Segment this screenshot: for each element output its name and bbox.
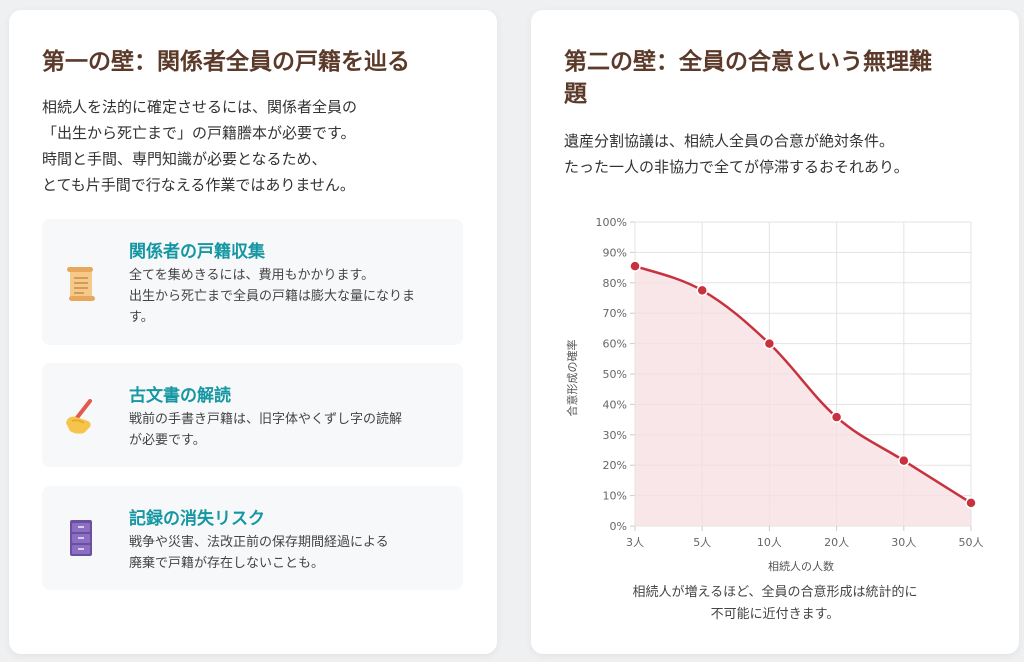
writing-hand-icon xyxy=(62,397,98,437)
feature-body-line: 全てを集めきるには、費用もかかります。 xyxy=(129,268,375,283)
feature-title: 古文書の解読 xyxy=(129,386,231,406)
y-axis-label: 合意形成の確率 xyxy=(565,340,579,417)
y-tick-label: 0% xyxy=(610,520,627,533)
chart-caption: 相続人が増えるほど、全員の合意形成は統計的に 不可能に近付きます。 xyxy=(531,582,1019,626)
feature-title: 記録の消失リスク xyxy=(129,509,265,529)
right-card: 第二の壁：全員の合意という無理難 題 遺産分割協議は、相続人全員の合意が絶対条件… xyxy=(531,10,1019,654)
data-point[interactable] xyxy=(965,497,977,509)
x-tick-label: 10人 xyxy=(757,536,782,549)
y-tick-label: 20% xyxy=(603,459,627,472)
x-tick-label: 20人 xyxy=(824,536,849,549)
scroll-icon xyxy=(62,265,98,305)
left-card-description-line: 「出生から死亡まで」の戸籍謄本が必要です。 xyxy=(42,124,356,142)
data-point[interactable] xyxy=(830,411,843,423)
feature-body-line: 出生から死亡まで全員の戸籍は膨大な量になりま xyxy=(129,289,416,304)
chart-area-layer xyxy=(635,266,971,526)
y-tick-label: 30% xyxy=(603,429,627,442)
chart-points xyxy=(629,260,977,509)
agreement-probability-chart: 0% 10% 20% 30% 40% 50% 60% 70% 80% 90% 100% 3人 5人 10… xyxy=(559,200,999,580)
right-card-title-line: 題 xyxy=(564,81,587,107)
chart-caption-line: 相続人が増えるほど、全員の合意形成は統計的に xyxy=(632,585,918,600)
y-axis-ticks: 0% 10% 20% 30% 40% 50% 60% 70% 80% 90% 100% xyxy=(596,216,627,533)
x-tick-label: 3人 xyxy=(626,536,644,549)
feature-koseki-collection: 関係者の戸籍収集 全てを集めきるには、費用もかかります。 出生から死亡まで全員の… xyxy=(42,219,463,345)
right-card-description-line: 遺産分割協議は、相続人全員の合意が絶対条件。 xyxy=(564,132,895,150)
feature-body-line: 戦前の手書き戸籍は、旧字体やくずし字の読解 xyxy=(129,412,403,427)
right-card-title-line: 第二の壁：全員の合意という無理難 xyxy=(564,49,932,75)
y-tick-label: 90% xyxy=(603,246,627,259)
chart-svg: 0% 10% 20% 30% 40% 50% 60% 70% 80% 90% 100% 3人 5人 10… xyxy=(565,216,984,573)
data-point[interactable] xyxy=(898,454,910,467)
left-card-description-line: 相続人を法的に確定させるには、関係者全員の xyxy=(42,98,358,116)
y-tick-label: 100% xyxy=(596,216,627,229)
feature-body: 戦争や災害、法改正前の保存期間経過による 廃棄で戸籍が存在しないことも。 xyxy=(129,532,449,574)
feature-body-line: す。 xyxy=(129,310,154,325)
left-card-description-line: 時間と手間、専門知識が必要となるため、 xyxy=(42,150,327,168)
feature-title: 関係者の戸籍収集 xyxy=(129,242,265,262)
y-tick-label: 50% xyxy=(603,368,627,381)
feature-body-line: 廃棄で戸籍が存在しないことも。 xyxy=(129,556,325,571)
left-card-description-line: とても片手間で行なえる作業ではありません。 xyxy=(42,176,355,194)
data-point[interactable] xyxy=(763,337,776,350)
feature-body: 戦前の手書き戸籍は、旧字体やくずし字の読解 が必要です。 xyxy=(129,409,449,451)
series-area xyxy=(635,266,971,526)
feature-body: 全てを集めきるには、費用もかかります。 出生から死亡まで全員の戸籍は膨大な量にな… xyxy=(129,265,449,328)
chart-caption-line: 不可能に近付きます。 xyxy=(710,607,840,622)
y-tick-label: 40% xyxy=(603,398,627,411)
left-card: 第一の壁：関係者全員の戸籍を辿る 相続人を法的に確定させるには、関係者全員の 「… xyxy=(9,10,497,654)
y-tick-label: 60% xyxy=(603,338,627,351)
right-card-description-line: たった一人の非協力で全てが停滞するおそれあり。 xyxy=(564,158,909,176)
y-tick-label: 10% xyxy=(603,490,627,503)
feature-body-line: 戦争や災害、法改正前の保存期間経過による xyxy=(129,535,389,550)
feature-record-loss-risk: 記録の消失リスク 戦争や災害、法改正前の保存期間経過による 廃棄で戸籍が存在しな… xyxy=(42,486,463,590)
file-cabinet-icon xyxy=(62,518,98,558)
left-card-title: 第一の壁：関係者全員の戸籍を辿る xyxy=(42,49,410,75)
x-axis-ticks: 3人 5人 10人 20人 30人 50人 xyxy=(626,536,984,549)
x-tick-label: 50人 xyxy=(959,536,984,549)
left-card-description: 相続人を法的に確定させるには、関係者全員の 「出生から死亡まで」の戸籍謄本が必要… xyxy=(42,94,357,198)
x-tick-label: 30人 xyxy=(891,536,916,549)
y-tick-label: 70% xyxy=(603,307,627,320)
right-card-description: 遺産分割協議は、相続人全員の合意が絶対条件。 たった一人の非協力で全てが停滞する… xyxy=(564,128,909,180)
data-point[interactable] xyxy=(696,284,708,297)
data-point[interactable] xyxy=(629,260,641,272)
x-tick-label: 5人 xyxy=(693,536,711,549)
feature-old-documents: 古文書の解読 戦前の手書き戸籍は、旧字体やくずし字の読解 が必要です。 xyxy=(42,363,463,467)
feature-body-line: が必要です。 xyxy=(129,433,206,448)
y-tick-label: 80% xyxy=(603,277,627,290)
x-axis-label: 相続人の人数 xyxy=(768,559,834,573)
right-card-title: 第二の壁：全員の合意という無理難 題 xyxy=(564,46,984,110)
